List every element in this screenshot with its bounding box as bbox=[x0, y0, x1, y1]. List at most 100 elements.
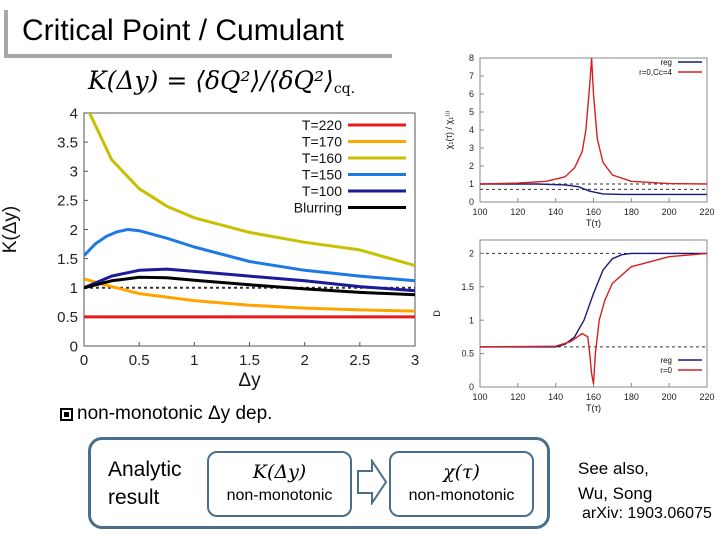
y-tick-label: 0 bbox=[70, 338, 78, 355]
y-axis-label: K(Δy) bbox=[0, 206, 21, 254]
x-tick-label: 140 bbox=[548, 207, 563, 217]
y-tick-label: 0 bbox=[469, 382, 474, 392]
x-tick-label: 160 bbox=[586, 392, 601, 402]
y-tick-label: 8 bbox=[469, 53, 474, 63]
y-axis-label: D bbox=[432, 310, 442, 317]
formula-rhs-num: ⟨δQ²⟩ bbox=[195, 66, 261, 95]
y-tick-label: 4 bbox=[70, 105, 78, 122]
y-tick-label: 1 bbox=[469, 315, 474, 325]
chi-result-label: non-monotonic bbox=[408, 487, 515, 504]
series-line-T=160 bbox=[87, 113, 415, 268]
y-tick-label: 2 bbox=[469, 161, 474, 171]
x-tick-label: 0 bbox=[80, 352, 88, 369]
legend-label: T=220 bbox=[302, 117, 342, 133]
x-tick-label: 2.5 bbox=[349, 352, 370, 369]
chi-result-formula: χ(τ) bbox=[443, 461, 480, 483]
x-tick-label: 140 bbox=[548, 392, 563, 402]
y-tick-label: 3.5 bbox=[57, 134, 78, 151]
y-tick-label: 0.5 bbox=[57, 309, 78, 326]
x-tick-label: 100 bbox=[472, 392, 487, 402]
legend-label: Blurring bbox=[294, 199, 342, 215]
title-frame bbox=[4, 10, 392, 58]
checkbox-bullet-icon bbox=[60, 407, 73, 421]
plot-frame bbox=[479, 57, 708, 203]
bullet-point: non-monotonic Δy dep. bbox=[60, 403, 272, 425]
x-tick-label: 3 bbox=[411, 352, 419, 369]
series-line-reg bbox=[480, 252, 707, 348]
analytic-label: Analytic result bbox=[108, 456, 182, 512]
right-arrow-icon bbox=[357, 459, 388, 505]
y-tick-label: 6 bbox=[469, 89, 474, 99]
legend-label: T=160 bbox=[302, 150, 342, 166]
formula-equals: = bbox=[166, 66, 188, 95]
y-tick-label: 2 bbox=[70, 222, 78, 239]
series-line-T=100 bbox=[84, 267, 415, 293]
plot-frame bbox=[479, 239, 708, 388]
series-line-reg bbox=[480, 183, 707, 196]
y-tick-label: 2 bbox=[469, 249, 474, 259]
x-tick-label: 180 bbox=[624, 207, 639, 217]
x-tick-label: 160 bbox=[586, 207, 601, 217]
k-result-label: non-monotonic bbox=[226, 487, 333, 504]
formula-slash: / bbox=[260, 66, 269, 95]
x-axis-label: T(τ) bbox=[586, 218, 601, 228]
cumulant-formula: K(Δy) = ⟨δQ²⟩/⟨δQ²⟩cq. bbox=[88, 66, 355, 97]
legend-label: r=0 bbox=[660, 366, 672, 375]
y-tick-label: 5 bbox=[469, 107, 474, 117]
y-tick-label: 1.5 bbox=[461, 282, 474, 292]
legend-label: T=170 bbox=[302, 133, 342, 149]
formula-subscript: cq. bbox=[333, 81, 356, 97]
x-tick-label: 0.5 bbox=[129, 352, 150, 369]
y-tick-label: 0 bbox=[469, 197, 474, 207]
x-tick-label: 220 bbox=[699, 392, 714, 402]
see-also-note: See also, Wu, Song bbox=[578, 456, 652, 506]
d-chart: 100 120 140 160 180 200 220 0 0.5 1 1.5 2 T(τ) Dregr=… bbox=[432, 239, 715, 413]
k-result-box: K(Δy) non-monotonic bbox=[207, 451, 352, 517]
x-tick-label: 120 bbox=[510, 207, 525, 217]
series-line-Blurring bbox=[84, 275, 415, 297]
analytic-line1: Analytic bbox=[108, 458, 182, 481]
y-tick-label: 3 bbox=[70, 164, 78, 181]
chi-result-box: χ(τ) non-monotonic bbox=[389, 451, 534, 517]
x-axis-label: Δy bbox=[238, 370, 261, 391]
y-tick-label: 0.5 bbox=[461, 349, 474, 359]
y-tick-label: 4 bbox=[469, 125, 474, 135]
legend-label: T=150 bbox=[302, 166, 342, 182]
y-tick-label: 1 bbox=[469, 179, 474, 189]
see-also-line2: Wu, Song bbox=[578, 484, 653, 503]
legend-label: T=100 bbox=[302, 183, 342, 199]
y-tick-label: 3 bbox=[469, 143, 474, 153]
series-line-r=0 bbox=[480, 252, 707, 385]
y-tick-label: 7 bbox=[469, 71, 474, 81]
bullet-text: non-monotonic Δy dep. bbox=[77, 403, 273, 424]
legend-label: reg bbox=[660, 58, 672, 67]
y-tick-label: 1.5 bbox=[57, 251, 78, 268]
arxiv-reference: arXiv: 1903.06075 bbox=[582, 505, 712, 522]
x-tick-label: 2 bbox=[300, 352, 308, 369]
formula-lhs: K(Δy) bbox=[88, 66, 159, 95]
x-axis-label: T(τ) bbox=[586, 403, 601, 413]
formula-rhs-den: ⟨δQ²⟩ bbox=[268, 66, 334, 95]
chi-chart: 100 120 140 160 180 200 220 0 1 2 3 4 5 6 7 8 T(τ) χ₁(τ) … bbox=[444, 53, 715, 228]
k-delta-y-chart: 0 0.5 1 1.5 2 2.5 3 0 0.5 1 1.5 2 2.5 3 3.5 4 Δy K(Δy) T=2… bbox=[0, 105, 419, 391]
x-tick-label: 120 bbox=[510, 392, 525, 402]
legend-label: reg bbox=[660, 356, 672, 365]
analytic-line2: result bbox=[108, 486, 160, 509]
y-axis-label: χ₁(τ) / χ₁⁽ⁱ⁾ bbox=[444, 111, 454, 150]
x-tick-label: 220 bbox=[699, 207, 714, 217]
series-line-T=170 bbox=[84, 277, 415, 313]
analytic-result-panel bbox=[88, 437, 550, 529]
y-tick-label: 1 bbox=[70, 280, 78, 297]
x-tick-label: 1 bbox=[190, 352, 198, 369]
series-line-T=150 bbox=[84, 228, 415, 283]
x-tick-label: 200 bbox=[662, 392, 677, 402]
y-tick-label: 2.5 bbox=[57, 193, 78, 210]
series-line-r=0,Cc=4 bbox=[480, 58, 707, 185]
legend-label: r=0,Cc=4 bbox=[639, 68, 672, 77]
x-tick-label: 180 bbox=[624, 392, 639, 402]
k-result-formula: K(Δy) bbox=[252, 461, 307, 483]
see-also-line1: See also, bbox=[578, 459, 649, 478]
x-tick-label: 100 bbox=[472, 207, 487, 217]
page-title: Critical Point / Cumulant bbox=[22, 14, 344, 47]
x-tick-label: 200 bbox=[662, 207, 677, 217]
